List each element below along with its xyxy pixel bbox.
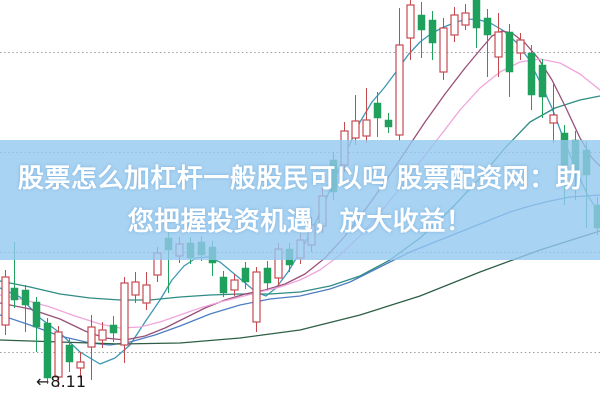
low-price-label: ←8.11 [36,372,86,391]
low-price-value: 8.11 [50,372,87,391]
ad-text-line-1: 股票怎么加杠杆一般股民可以吗 股票配资网：助 [17,163,583,193]
ad-overlay-banner: 股票怎么加杠杆一般股民可以吗 股票配资网：助 您把握投资机遇，放大收益！ [0,140,600,260]
left-arrow-icon: ← [36,372,50,391]
ad-text-line-2: 您把握投资机遇，放大收益！ [127,206,473,236]
